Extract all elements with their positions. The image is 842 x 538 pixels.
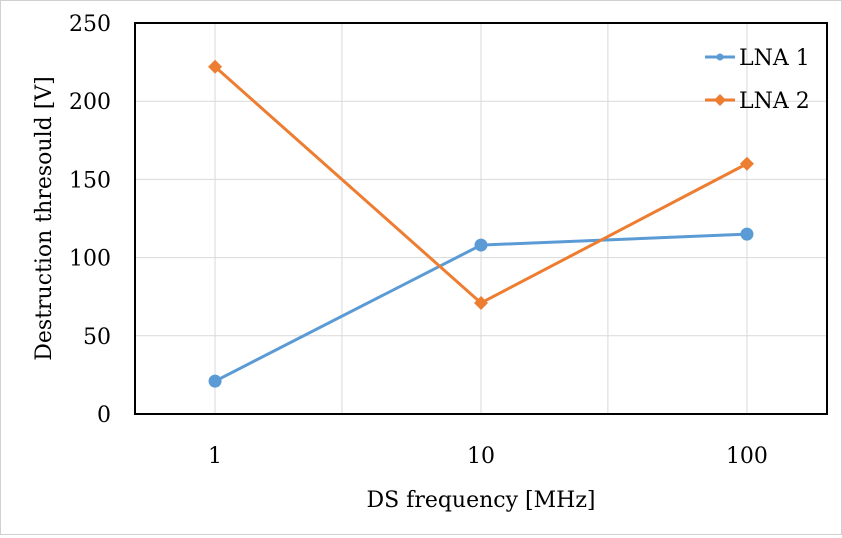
legend-marker [716,53,724,61]
series-1 [208,227,754,388]
y-axis-title: Destruction thresould [V] [32,76,57,361]
data-point [474,295,488,310]
legend-item: LNA 1 [705,46,810,71]
y-tick-label: 50 [83,325,111,350]
data-point [739,156,754,171]
data-point [208,59,223,74]
legend-label: LNA 1 [739,46,810,71]
plot-area [134,22,828,415]
series-2 [208,59,754,310]
data-point [740,227,754,241]
data-point [208,374,222,388]
x-tick-label: 100 [726,444,768,469]
x-tick-label: 10 [467,444,495,469]
series-layer [208,59,754,388]
y-tick-label: 0 [97,403,111,428]
x-axis: 1 10 100 [208,444,768,469]
y-tick-label: 200 [69,90,111,115]
legend-marker [714,94,726,106]
legend-label: LNA 2 [739,89,810,114]
x-tick-label: 1 [208,444,222,469]
y-tick-label: 250 [69,12,111,37]
x-axis-title: DS frequency [MHz] [366,488,595,513]
legend-item: LNA 2 [705,89,810,114]
y-axis: 0 50 100 150 200 250 [69,12,111,428]
legend: LNA 1 LNA 2 [705,46,810,114]
y-tick-label: 150 [69,168,111,193]
grid [135,23,827,414]
data-point [474,238,488,252]
y-tick-label: 100 [69,247,111,272]
